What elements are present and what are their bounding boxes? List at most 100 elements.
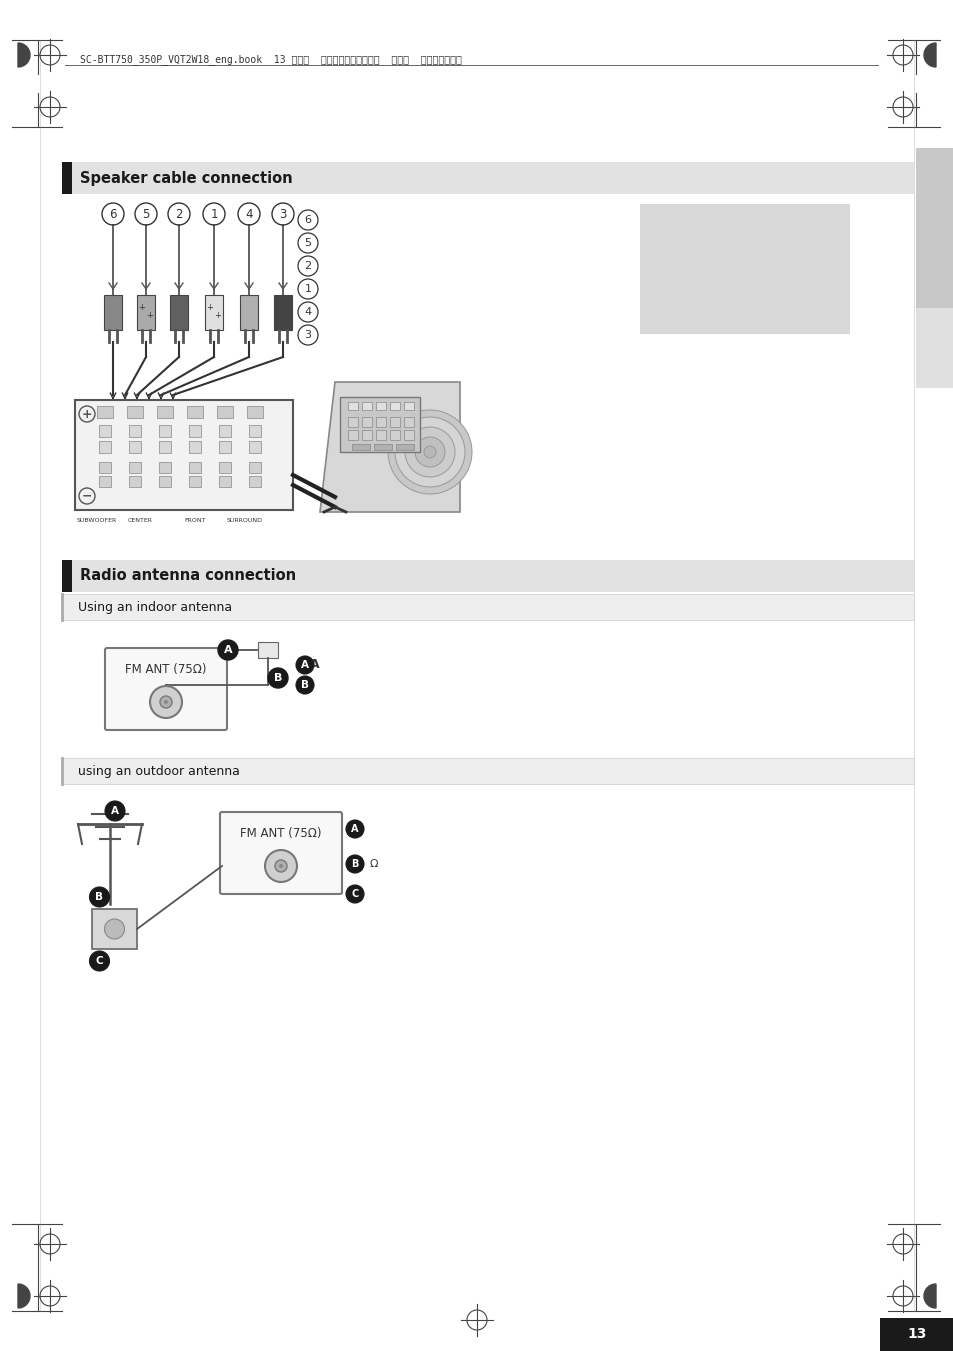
Bar (390, 403, 399, 409)
Bar (62, 162, 71, 195)
Circle shape (105, 919, 125, 939)
Bar (99, 440, 111, 453)
Text: 2: 2 (175, 208, 183, 220)
Circle shape (295, 657, 314, 674)
Text: CENTER: CENTER (128, 517, 152, 523)
Text: A: A (223, 644, 233, 655)
Circle shape (295, 676, 314, 694)
Text: 3: 3 (279, 208, 287, 220)
Bar (99, 476, 111, 486)
Bar (361, 430, 372, 440)
Text: A: A (310, 658, 319, 671)
Bar (249, 440, 261, 453)
Text: 5: 5 (142, 208, 150, 220)
Bar (91, 909, 137, 948)
Text: 1: 1 (304, 284, 312, 295)
Bar (240, 295, 257, 330)
Bar (247, 407, 263, 417)
Bar (403, 430, 414, 440)
Bar (249, 426, 261, 436)
Text: A: A (111, 807, 119, 816)
Text: Ω: Ω (370, 859, 378, 869)
Circle shape (405, 427, 455, 477)
Bar (189, 462, 201, 473)
Bar (205, 295, 223, 330)
Bar (159, 462, 171, 473)
Circle shape (265, 850, 296, 882)
Text: C: C (95, 957, 103, 966)
Circle shape (150, 686, 182, 717)
Bar (879, 1319, 953, 1351)
Bar (374, 444, 392, 450)
Circle shape (90, 951, 110, 971)
Bar (249, 462, 261, 473)
Text: +: + (138, 304, 145, 312)
Bar (187, 407, 203, 417)
Bar (348, 417, 357, 427)
Bar (339, 397, 419, 453)
Circle shape (278, 865, 283, 867)
Bar (157, 407, 172, 417)
Wedge shape (923, 1283, 935, 1308)
Bar (189, 440, 201, 453)
Bar (129, 462, 141, 473)
Circle shape (164, 700, 168, 704)
Bar (159, 476, 171, 486)
Text: +: + (147, 312, 153, 320)
Circle shape (346, 820, 364, 838)
Bar (375, 430, 386, 440)
Bar (361, 403, 372, 409)
Bar (129, 426, 141, 436)
FancyBboxPatch shape (105, 648, 227, 730)
Text: SURROUND: SURROUND (227, 517, 263, 523)
Circle shape (423, 446, 436, 458)
Bar (403, 403, 414, 409)
Text: −: − (82, 489, 92, 503)
Text: +: + (207, 304, 213, 312)
Text: +: + (82, 408, 92, 420)
Bar (375, 403, 386, 409)
Text: Speaker cable connection: Speaker cable connection (80, 170, 293, 185)
Text: C: C (351, 889, 358, 898)
Bar (129, 440, 141, 453)
Bar (390, 417, 399, 427)
Text: 3: 3 (304, 330, 312, 340)
Text: 2: 2 (304, 261, 312, 272)
Bar (361, 417, 372, 427)
Circle shape (90, 888, 110, 907)
Text: 4: 4 (245, 208, 253, 220)
Bar (62, 561, 71, 592)
Bar (216, 407, 233, 417)
Text: SUBWOOFER: SUBWOOFER (77, 517, 117, 523)
Bar (127, 407, 143, 417)
Text: 6: 6 (110, 208, 116, 220)
Bar (62, 594, 913, 620)
Text: 4: 4 (304, 307, 312, 317)
Bar (62, 758, 913, 784)
Wedge shape (923, 43, 935, 68)
Text: description text A: description text A (328, 680, 415, 690)
Circle shape (388, 409, 472, 494)
Text: 1: 1 (210, 208, 217, 220)
Wedge shape (18, 43, 30, 68)
Bar (137, 295, 154, 330)
Bar (352, 444, 370, 450)
Bar (104, 295, 122, 330)
Text: B: B (95, 892, 103, 902)
Circle shape (268, 667, 288, 688)
Circle shape (415, 436, 444, 467)
Circle shape (346, 885, 364, 902)
Polygon shape (319, 382, 459, 512)
Text: FM ANT (75Ω): FM ANT (75Ω) (125, 663, 207, 677)
Bar (257, 642, 277, 658)
Text: Radio antenna connection: Radio antenna connection (80, 569, 295, 584)
Circle shape (105, 801, 125, 821)
Text: B: B (351, 859, 358, 869)
Text: A: A (351, 824, 358, 834)
Bar (129, 476, 141, 486)
Bar (159, 440, 171, 453)
Bar (219, 462, 231, 473)
Text: 13: 13 (906, 1327, 925, 1342)
Bar (274, 295, 292, 330)
Bar (97, 407, 112, 417)
